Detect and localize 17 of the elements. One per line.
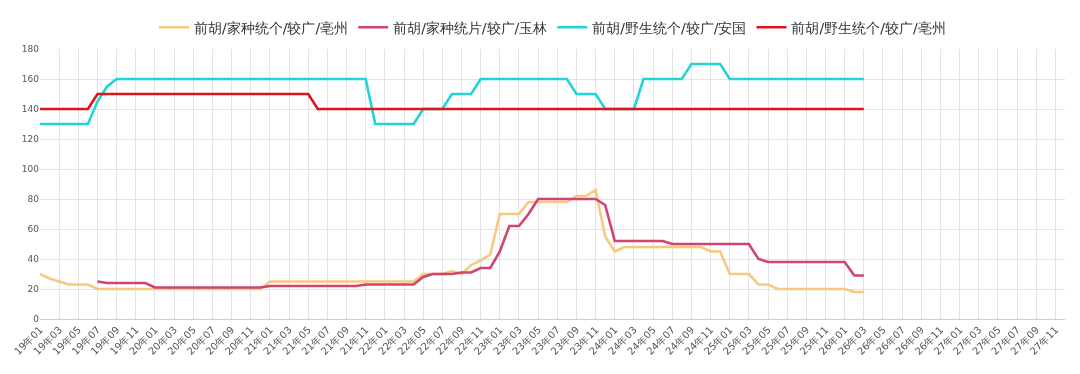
line-series: [96, 197, 866, 289]
y-tick-label: 160: [21, 74, 40, 85]
y-tick-label: 0: [33, 314, 40, 325]
legend-label: 前胡/野生统个/较广/亳州: [791, 19, 946, 36]
legend-label: 前胡/野生统个/较广/安国: [592, 19, 747, 36]
y-tick-label: 180: [21, 44, 40, 55]
y-tick-label: 120: [21, 134, 40, 145]
legend-label: 前胡/家种统片/较广/玉林: [393, 19, 548, 36]
y-tick-label: 20: [27, 284, 40, 295]
line-series: [40, 188, 866, 294]
y-tick-label: 60: [27, 224, 40, 235]
y-tick-label: 100: [21, 164, 40, 175]
y-tick-label: 40: [27, 254, 40, 265]
y-tick-label: 80: [27, 194, 40, 205]
line-series: [40, 62, 866, 126]
y-tick-label: 140: [21, 104, 40, 115]
legend-label: 前胡/家种统个/较广/亳州: [194, 19, 349, 36]
